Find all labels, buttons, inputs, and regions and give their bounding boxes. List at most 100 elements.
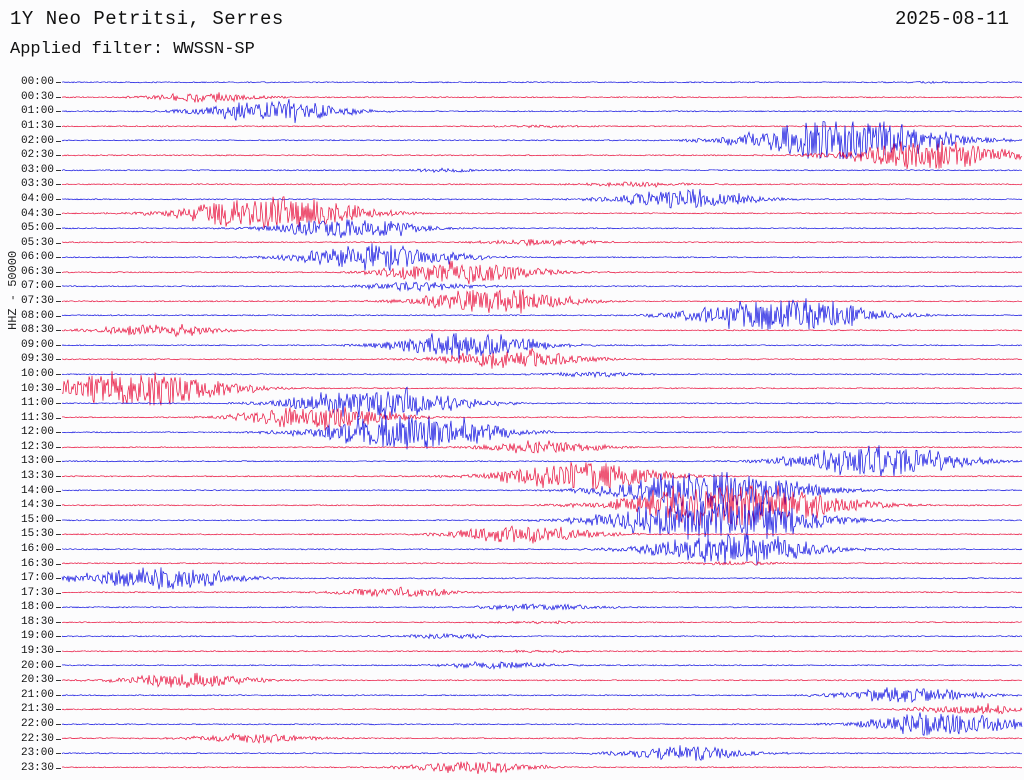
seismic-waveform[interactable]: [62, 308, 1022, 323]
seismic-waveform[interactable]: [62, 250, 1022, 265]
trace-row-0300[interactable]: 03:00: [62, 163, 1022, 178]
seismic-waveform[interactable]: [62, 513, 1022, 528]
trace-row-0630[interactable]: 06:30: [62, 265, 1022, 280]
trace-row-0800[interactable]: 08:00: [62, 308, 1022, 323]
seismic-waveform[interactable]: [62, 629, 1022, 644]
trace-row-0030[interactable]: 00:30: [62, 90, 1022, 105]
seismic-waveform[interactable]: [62, 396, 1022, 411]
trace-row-1900[interactable]: 19:00: [62, 629, 1022, 644]
seismic-waveform[interactable]: [62, 265, 1022, 280]
trace-row-2000[interactable]: 20:00: [62, 658, 1022, 673]
seismic-waveform[interactable]: [62, 658, 1022, 673]
trace-row-0100[interactable]: 01:00: [62, 104, 1022, 119]
trace-row-2200[interactable]: 22:00: [62, 717, 1022, 732]
trace-row-1200[interactable]: 12:00: [62, 425, 1022, 440]
seismic-waveform[interactable]: [62, 119, 1022, 134]
seismic-waveform[interactable]: [62, 90, 1022, 105]
seismic-waveform[interactable]: [62, 338, 1022, 353]
seismic-waveform[interactable]: [62, 352, 1022, 367]
trace-row-1300[interactable]: 13:00: [62, 454, 1022, 469]
seismic-waveform[interactable]: [62, 717, 1022, 732]
seismic-waveform[interactable]: [62, 381, 1022, 396]
trace-row-0230[interactable]: 02:30: [62, 148, 1022, 163]
seismic-waveform[interactable]: [62, 410, 1022, 425]
trace-row-1600[interactable]: 16:00: [62, 542, 1022, 557]
seismic-waveform[interactable]: [62, 367, 1022, 382]
trace-row-1030[interactable]: 10:30: [62, 381, 1022, 396]
trace-rows-container[interactable]: 00:00 00:30 01:00 01:30 02:00 02:30 03:00 03:30…: [62, 75, 1022, 775]
trace-row-0730[interactable]: 07:30: [62, 294, 1022, 309]
row-tick: [56, 257, 61, 258]
seismic-waveform[interactable]: [62, 454, 1022, 469]
trace-row-1930[interactable]: 19:30: [62, 644, 1022, 659]
seismic-waveform[interactable]: [62, 279, 1022, 294]
trace-row-0500[interactable]: 05:00: [62, 221, 1022, 236]
seismic-waveform[interactable]: [62, 483, 1022, 498]
row-time-label: 04:00: [2, 193, 54, 205]
trace-row-1230[interactable]: 12:30: [62, 440, 1022, 455]
seismic-waveform[interactable]: [62, 600, 1022, 615]
seismic-waveform[interactable]: [62, 644, 1022, 659]
trace-row-0530[interactable]: 05:30: [62, 235, 1022, 250]
seismic-waveform[interactable]: [62, 731, 1022, 746]
trace-row-0700[interactable]: 07:00: [62, 279, 1022, 294]
trace-row-0000[interactable]: 00:00: [62, 75, 1022, 90]
seismic-waveform[interactable]: [62, 498, 1022, 513]
seismic-waveform[interactable]: [62, 425, 1022, 440]
trace-row-1700[interactable]: 17:00: [62, 571, 1022, 586]
trace-row-1000[interactable]: 10:00: [62, 367, 1022, 382]
seismic-waveform[interactable]: [62, 571, 1022, 586]
trace-row-0900[interactable]: 09:00: [62, 338, 1022, 353]
trace-row-1430[interactable]: 14:30: [62, 498, 1022, 513]
trace-row-0930[interactable]: 09:30: [62, 352, 1022, 367]
seismic-waveform[interactable]: [62, 323, 1022, 338]
seismic-waveform[interactable]: [62, 542, 1022, 557]
seismic-waveform[interactable]: [62, 148, 1022, 163]
seismic-waveform[interactable]: [62, 746, 1022, 761]
trace-row-1630[interactable]: 16:30: [62, 556, 1022, 571]
seismic-waveform[interactable]: [62, 221, 1022, 236]
seismic-waveform[interactable]: [62, 294, 1022, 309]
seismic-waveform[interactable]: [62, 177, 1022, 192]
trace-row-2330[interactable]: 23:30: [62, 760, 1022, 775]
trace-row-0200[interactable]: 02:00: [62, 133, 1022, 148]
seismic-waveform[interactable]: [62, 527, 1022, 542]
seismic-waveform[interactable]: [62, 104, 1022, 119]
trace-row-2130[interactable]: 21:30: [62, 702, 1022, 717]
trace-row-2300[interactable]: 23:00: [62, 746, 1022, 761]
trace-row-2230[interactable]: 22:30: [62, 731, 1022, 746]
trace-row-1530[interactable]: 15:30: [62, 527, 1022, 542]
seismic-waveform[interactable]: [62, 688, 1022, 703]
trace-row-0130[interactable]: 01:30: [62, 119, 1022, 134]
seismic-waveform[interactable]: [62, 615, 1022, 630]
trace-row-1100[interactable]: 11:00: [62, 396, 1022, 411]
seismic-waveform[interactable]: [62, 556, 1022, 571]
seismic-waveform[interactable]: [62, 206, 1022, 221]
seismic-waveform[interactable]: [62, 163, 1022, 178]
row-time-label: 16:00: [2, 543, 54, 555]
trace-row-0600[interactable]: 06:00: [62, 250, 1022, 265]
trace-row-0430[interactable]: 04:30: [62, 206, 1022, 221]
seismic-waveform[interactable]: [62, 75, 1022, 90]
trace-row-0400[interactable]: 04:00: [62, 192, 1022, 207]
seismic-waveform[interactable]: [62, 440, 1022, 455]
trace-row-1800[interactable]: 18:00: [62, 600, 1022, 615]
trace-row-0330[interactable]: 03:30: [62, 177, 1022, 192]
seismic-waveform[interactable]: [62, 673, 1022, 688]
seismic-waveform[interactable]: [62, 585, 1022, 600]
trace-row-1500[interactable]: 15:00: [62, 513, 1022, 528]
seismic-waveform[interactable]: [62, 133, 1022, 148]
trace-row-1130[interactable]: 11:30: [62, 410, 1022, 425]
trace-row-1400[interactable]: 14:00: [62, 483, 1022, 498]
seismic-waveform[interactable]: [62, 760, 1022, 775]
trace-row-1330[interactable]: 13:30: [62, 469, 1022, 484]
seismic-waveform[interactable]: [62, 192, 1022, 207]
seismic-waveform[interactable]: [62, 235, 1022, 250]
trace-row-0830[interactable]: 08:30: [62, 323, 1022, 338]
seismic-waveform[interactable]: [62, 469, 1022, 484]
trace-row-2100[interactable]: 21:00: [62, 688, 1022, 703]
trace-row-2030[interactable]: 20:30: [62, 673, 1022, 688]
trace-row-1730[interactable]: 17:30: [62, 585, 1022, 600]
seismic-waveform[interactable]: [62, 702, 1022, 717]
trace-row-1830[interactable]: 18:30: [62, 615, 1022, 630]
